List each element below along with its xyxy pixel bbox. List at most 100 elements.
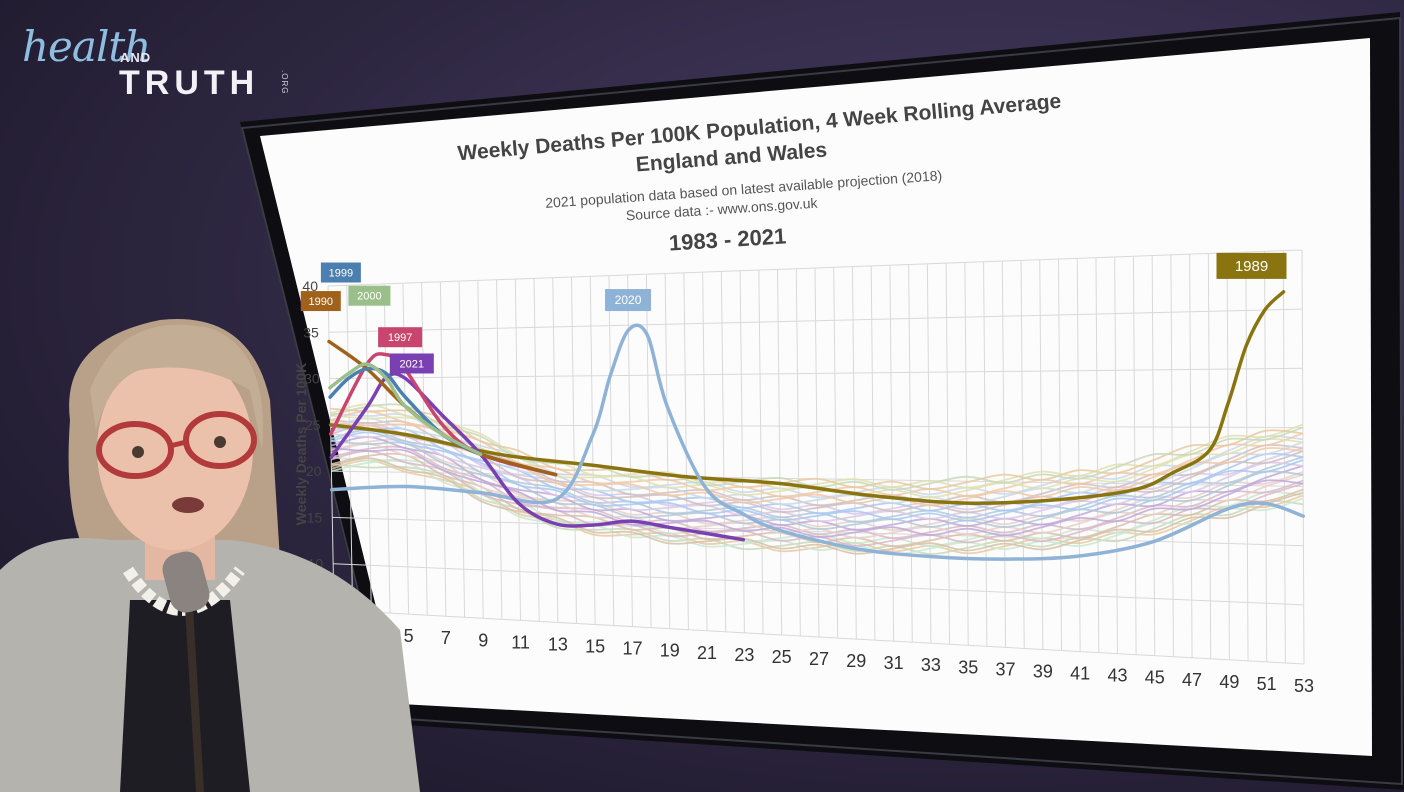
grid-line-vertical (1039, 259, 1044, 650)
x-tick-label: 15 (585, 637, 605, 657)
x-tick-label: 7 (441, 628, 451, 648)
grid-line-horizontal (330, 424, 1303, 428)
series-line-1989 (328, 290, 1286, 505)
series-label-box-1997 (378, 327, 423, 348)
grid-line-vertical (1207, 253, 1212, 659)
x-tick-label: 41 (1070, 664, 1090, 684)
grid-line-vertical (627, 274, 633, 627)
grid-line-vertical (964, 262, 969, 646)
y-tick-label: 40 (302, 278, 318, 294)
grid-line-vertical (1020, 260, 1025, 649)
grid-line-horizontal (332, 516, 1304, 547)
y-tick-label: 20 (306, 463, 322, 479)
x-tick-label: 9 (478, 630, 488, 650)
grid-line-vertical (1001, 261, 1007, 648)
logo-org-text: .ORG (280, 70, 289, 95)
series-label-box-2021 (389, 353, 434, 374)
x-axis-ticks: 5 7 9 11 13 15 17 19 21 23 25 27 29 31 33 35 37 39 41 43 45 4… (404, 626, 1314, 696)
grid-line-vertical (702, 272, 708, 631)
grid-line-vertical (1058, 258, 1062, 651)
x-tick-label: 21 (697, 643, 717, 663)
series-label-1999: 1999 (329, 267, 353, 279)
grid-line-vertical (1245, 252, 1249, 661)
series-label-box-2000 (348, 285, 391, 306)
series-label-1997: 1997 (388, 332, 412, 344)
x-tick-label: 47 (1182, 670, 1202, 690)
background-series-line (330, 412, 1303, 499)
series-label-2020: 2020 (615, 293, 642, 307)
chart-series-group (327, 290, 1306, 561)
grid-line-vertical (908, 264, 913, 643)
logo-and-text: AND (120, 50, 152, 65)
series-label-2021: 2021 (400, 358, 424, 370)
y-axis-label: Weekly Deaths Per 100K (293, 363, 309, 525)
grid-line-vertical (552, 277, 559, 623)
y-tick-label: 25 (305, 417, 321, 433)
x-tick-label: 33 (921, 655, 941, 675)
grid-line-vertical (1282, 250, 1286, 663)
grid-line-vertical (833, 267, 839, 639)
background-series-line (331, 445, 1304, 539)
logo-script-text: health (22, 22, 151, 71)
y-tick-label: 15 (307, 509, 323, 525)
background-series-line (330, 403, 1304, 490)
background-series-line (330, 424, 1304, 514)
series-line-2020 (330, 323, 1306, 561)
grid-line-vertical (533, 278, 540, 622)
series-label-box-2020 (605, 289, 652, 312)
grid-line-vertical (664, 273, 671, 629)
chart-slide: Weekly Deaths Per 100K Population, 4 Wee… (260, 38, 1372, 756)
grid-line-vertical (1114, 256, 1118, 654)
x-tick-label: 17 (622, 639, 642, 659)
health-and-truth-logo: health AND TRUTH .ORG (22, 18, 322, 108)
grid-line-vertical (571, 276, 577, 624)
mic-stand (184, 589, 204, 792)
grid-line-vertical (926, 263, 932, 644)
background-series-line (331, 459, 1304, 556)
grid-line-vertical (1264, 251, 1268, 662)
grid-line-vertical (945, 263, 951, 645)
background-series-line (330, 407, 1303, 490)
background-series-line (330, 447, 1304, 538)
x-tick-label: 19 (660, 641, 680, 661)
series-label-1990: 1990 (309, 296, 333, 308)
grid-line-vertical (1151, 255, 1156, 656)
x-tick-label: 53 (1294, 676, 1314, 696)
background-series-line (330, 419, 1304, 507)
grid-line-horizontal (328, 308, 1303, 333)
x-tick-label: 25 (772, 647, 792, 667)
series-label-group: 1989 2020 2021 1997 1990 1999 2000 (300, 252, 1287, 374)
grid-line-vertical (758, 270, 764, 634)
speaker-figure (0, 319, 420, 792)
x-tick-label: 49 (1219, 672, 1239, 692)
grid-line-vertical (1132, 256, 1137, 655)
grid-line-vertical (421, 282, 428, 616)
x-tick-label: 11 (511, 632, 530, 652)
grid-line-vertical (814, 267, 820, 638)
background-series-line (330, 440, 1304, 530)
grid-line-vertical (589, 276, 596, 625)
grid-line-vertical (983, 261, 988, 647)
x-tick-label: 23 (734, 645, 754, 665)
grid-line-horizontal (333, 609, 1305, 665)
microphone-icon (162, 551, 210, 613)
background-series-line (331, 457, 1304, 555)
grid-line-vertical (889, 265, 895, 642)
logo-truth-text: TRUTH (119, 64, 260, 102)
x-tick-label: 5 (404, 626, 414, 646)
grid-line-vertical (795, 268, 801, 636)
series-label-2000: 2000 (357, 291, 381, 303)
x-tick-label: 43 (1107, 666, 1127, 686)
grid-line-horizontal (333, 563, 1304, 606)
grid-line-horizontal (329, 367, 1303, 380)
series-label-box-1999 (320, 262, 361, 283)
grid-line-vertical (739, 270, 745, 633)
grid-line-vertical (1095, 257, 1100, 653)
x-tick-label: 51 (1257, 674, 1277, 694)
series-line-2000 (328, 362, 483, 456)
series-label-box-1990 (300, 291, 341, 312)
tv-screen: Weekly Deaths Per 100K Population, 4 Wee… (240, 4, 1404, 790)
grid-line-vertical (720, 271, 727, 632)
x-tick-label: 37 (996, 659, 1016, 679)
series-label-box-1989 (1216, 252, 1287, 279)
